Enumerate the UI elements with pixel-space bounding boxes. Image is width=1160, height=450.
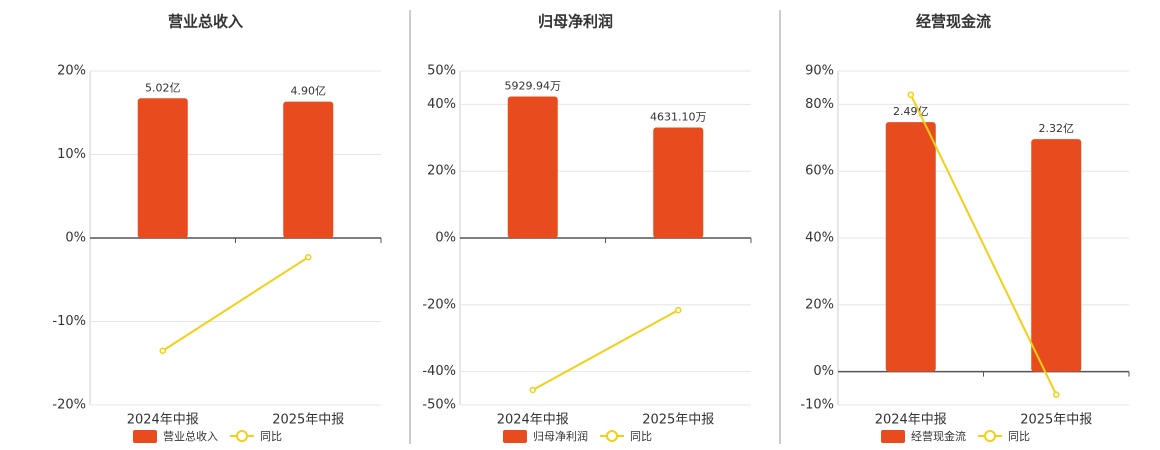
- y-tick-label: 0%: [65, 231, 86, 246]
- y-tick-label: -50%: [422, 398, 456, 413]
- line: [532, 309, 679, 391]
- bar: [507, 96, 558, 239]
- y-tick-label: -10%: [52, 314, 86, 329]
- x-tick-label: 2025年中报: [642, 413, 714, 428]
- legend-label: 营业总收入: [163, 429, 218, 443]
- y-tick-label: 50%: [427, 64, 456, 79]
- y-tick-label: 20%: [805, 297, 834, 312]
- y-tick-label: -10%: [800, 398, 834, 413]
- y-tick-label: 0%: [435, 231, 456, 246]
- chart-title: 经营现金流: [916, 13, 991, 31]
- value-label: 5.02亿: [145, 81, 181, 94]
- legend-label: 同比: [1008, 430, 1030, 443]
- line-point: [159, 347, 166, 354]
- bar: [1031, 139, 1082, 372]
- bar: [137, 98, 188, 238]
- line-point: [529, 386, 536, 394]
- value-label: 2.32亿: [1039, 122, 1075, 135]
- value-label: 5929.94万: [505, 80, 562, 93]
- legend-label: 归母净利润: [533, 429, 588, 443]
- x-tick-label: 2025年中报: [1020, 413, 1092, 428]
- y-tick-label: -40%: [422, 364, 456, 379]
- x-tick-label: 2024年中报: [497, 413, 569, 428]
- legend-marker: [606, 430, 618, 442]
- legend-label: 同比: [260, 430, 282, 443]
- y-tick-label: 20%: [57, 64, 86, 79]
- y-tick-label: 80%: [805, 97, 834, 112]
- legend-marker: [236, 430, 248, 442]
- bar: [283, 101, 334, 238]
- line-point: [305, 253, 312, 261]
- y-tick-label: 60%: [805, 164, 834, 179]
- y-tick-label: 20%: [427, 164, 456, 179]
- x-tick-label: 2024年中报: [875, 413, 947, 428]
- line-point: [675, 306, 682, 314]
- bar: [885, 122, 936, 372]
- value-label: 2.49亿: [893, 105, 929, 118]
- line-point: [907, 91, 914, 98]
- legend-marker: [984, 430, 996, 442]
- y-tick-label: 0%: [813, 364, 834, 379]
- chart-title: 归母净利润: [538, 13, 613, 31]
- y-tick-label: 40%: [805, 231, 834, 246]
- y-tick-label: -20%: [422, 297, 456, 312]
- value-label: 4631.10万: [650, 111, 707, 124]
- value-label: 4.90亿: [291, 85, 327, 98]
- y-tick-label: -20%: [52, 398, 86, 413]
- legend-swatch: [881, 430, 905, 443]
- bar: [653, 127, 704, 238]
- legend-label: 同比: [630, 430, 652, 443]
- line: [909, 94, 1058, 396]
- y-tick-label: 10%: [57, 147, 86, 162]
- line-point: [1053, 391, 1060, 398]
- legend-swatch: [133, 430, 157, 443]
- legend-label: 经营现金流: [911, 429, 966, 443]
- y-tick-label: 90%: [805, 64, 834, 79]
- chart-title: 营业总收入: [168, 13, 243, 31]
- line: [162, 256, 309, 352]
- y-tick-label: 40%: [427, 97, 456, 112]
- x-tick-label: 2025年中报: [272, 413, 344, 428]
- legend-swatch: [503, 430, 527, 443]
- x-tick-label: 2024年中报: [127, 413, 199, 428]
